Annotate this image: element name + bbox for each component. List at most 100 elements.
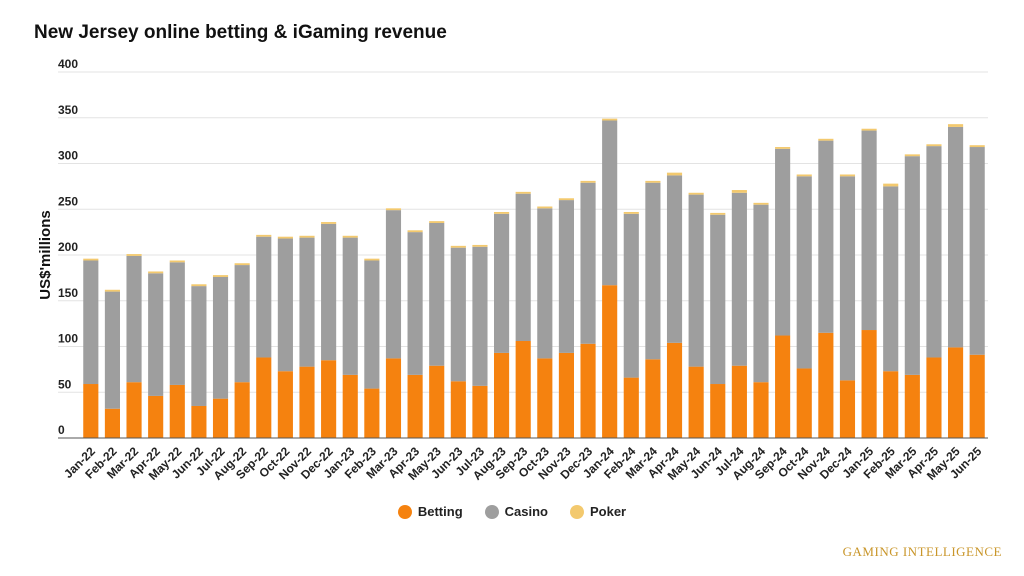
bar-betting (407, 374, 423, 438)
bar-stack (839, 174, 856, 438)
bar-stack (558, 198, 574, 438)
bar-stack (494, 211, 510, 438)
bar-stack (948, 124, 964, 438)
bar-betting (883, 371, 899, 438)
bar-casino (602, 120, 618, 286)
bar-betting (753, 382, 769, 438)
bar-betting (191, 405, 207, 438)
bar-betting (580, 343, 596, 438)
bar-betting (148, 395, 164, 438)
legend-label: Betting (417, 504, 463, 519)
bar-poker (212, 275, 229, 277)
bar-betting (256, 357, 272, 438)
bar-casino (494, 213, 510, 353)
legend-swatch (397, 504, 412, 519)
bar-casino (429, 222, 445, 366)
bar-betting (731, 365, 747, 438)
bar-stack (277, 236, 293, 438)
bar-betting (796, 368, 812, 438)
bar-casino (775, 148, 791, 336)
bar-betting (861, 330, 877, 438)
bar-stack (126, 254, 142, 438)
bar-casino (861, 130, 877, 331)
y-tick-label: 300 (58, 149, 78, 163)
bar-stack (602, 118, 618, 438)
bar-casino (839, 176, 856, 381)
bar-stack (688, 192, 704, 438)
bar-stack (666, 172, 683, 438)
bar-poker (256, 234, 272, 237)
y-tick-label: 100 (58, 332, 78, 346)
y-tick-label: 200 (58, 240, 78, 254)
bar-betting (234, 382, 250, 438)
bar-stack (191, 284, 207, 438)
bar-stack (234, 263, 250, 438)
bar-poker (580, 180, 596, 183)
bar-poker (796, 174, 812, 177)
bar-stack (256, 234, 272, 438)
bar-poker (753, 202, 769, 205)
bar-casino (904, 156, 920, 375)
bar-casino (191, 286, 207, 406)
bar-betting (364, 388, 380, 438)
bar-betting (537, 358, 553, 438)
bar-casino (212, 276, 229, 399)
legend-item-poker: Poker (569, 504, 626, 519)
legend-item-casino: Casino (484, 504, 548, 519)
bar-betting (104, 408, 120, 438)
bar-poker (385, 208, 402, 211)
bar-casino (948, 126, 964, 348)
bar-poker (861, 128, 877, 131)
bar-casino (126, 255, 142, 383)
bar-stack (710, 212, 726, 438)
bars (83, 118, 985, 438)
bar-casino (753, 204, 769, 383)
y-tick-label: 250 (58, 194, 78, 208)
bar-betting (818, 332, 834, 438)
bar-poker (623, 211, 639, 214)
bar-casino (169, 262, 185, 385)
bar-casino (299, 237, 315, 367)
legend-label: Casino (504, 504, 548, 519)
bar-poker (515, 191, 531, 194)
bar-betting (602, 285, 618, 438)
bar-stack (796, 174, 812, 438)
bar-casino (666, 175, 683, 343)
bar-stack (299, 235, 315, 438)
bar-poker (558, 198, 574, 201)
bar-betting (839, 380, 856, 438)
bar-casino (883, 186, 899, 372)
bar-stack (969, 145, 985, 438)
bar-poker (126, 254, 142, 256)
y-tick-label: 400 (58, 57, 78, 71)
bar-casino (234, 265, 250, 383)
bar-betting (450, 381, 466, 438)
bar-betting (342, 374, 358, 438)
bar-stack (450, 245, 466, 438)
y-tick-label: 0 (58, 423, 65, 437)
bar-betting (169, 384, 185, 438)
bar-betting (472, 385, 488, 438)
bar-stack (623, 211, 639, 438)
bar-betting (83, 384, 99, 438)
bar-stack (148, 271, 164, 438)
bar-poker (234, 263, 250, 266)
bar-poker (299, 235, 315, 238)
bar-poker (104, 289, 120, 292)
bar-poker (191, 284, 207, 287)
bar-casino (515, 193, 531, 342)
bar-casino (148, 273, 164, 396)
bar-casino (321, 223, 337, 361)
bar-betting (429, 365, 445, 438)
bar-betting (926, 357, 942, 438)
bar-betting (904, 374, 920, 438)
bar-casino (104, 291, 120, 409)
bar-casino (558, 200, 574, 353)
legend-swatch (484, 504, 499, 519)
bar-casino (407, 232, 423, 375)
bar-poker (364, 258, 380, 261)
bar-poker (731, 190, 747, 193)
y-tick-label: 50 (58, 377, 72, 391)
bar-poker (969, 145, 985, 148)
legend-swatch (569, 504, 584, 519)
